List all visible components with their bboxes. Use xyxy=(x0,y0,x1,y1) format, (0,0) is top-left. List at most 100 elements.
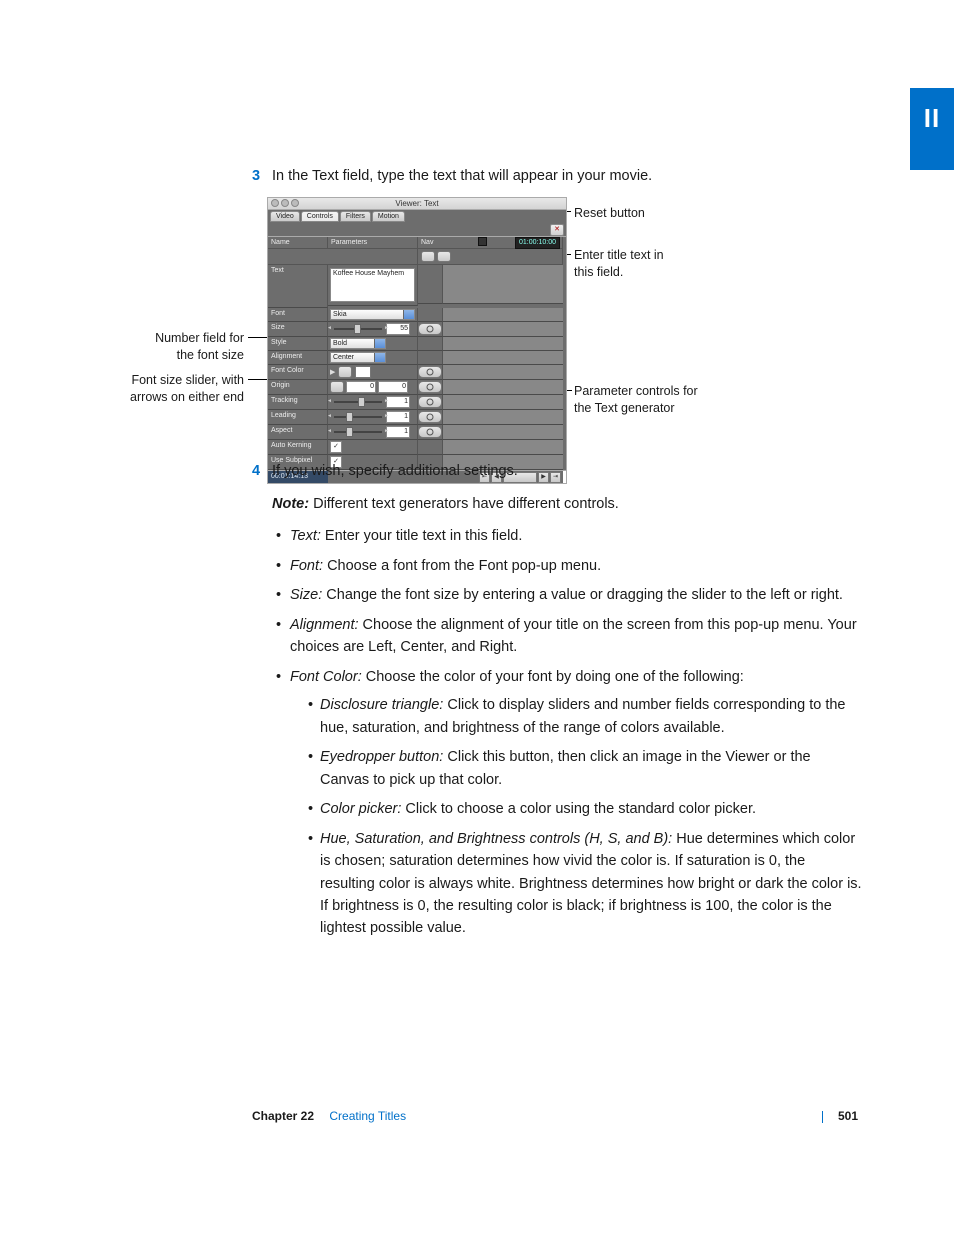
size-slider[interactable] xyxy=(334,328,382,330)
nav-fontcolor xyxy=(443,365,563,380)
nav-origin xyxy=(443,380,563,395)
step-4-number: 4 xyxy=(252,460,260,482)
sub-hsb: Hue, Saturation, and Brightness controls… xyxy=(320,828,862,940)
sub-bullet-list: Disclosure triangle: Click to display sl… xyxy=(304,694,862,940)
kf-tracking xyxy=(418,395,443,410)
callout-text: Enter title text in xyxy=(574,248,664,262)
value-aspect: 1 xyxy=(328,425,418,440)
keyframe-button[interactable] xyxy=(418,366,442,378)
callout-param-controls: Parameter controls for the Text generato… xyxy=(574,383,698,416)
color-controls: ▶ xyxy=(330,366,371,378)
page-footer: Chapter 22 Creating Titles 501 xyxy=(252,1109,858,1123)
term: Font Color: xyxy=(290,669,362,685)
step-4-body: Note: Different text generators have dif… xyxy=(252,493,862,940)
term: Color picker: xyxy=(320,801,401,817)
value-size: 55 xyxy=(328,322,418,337)
color-swatch[interactable] xyxy=(355,366,371,378)
point-control-icon[interactable] xyxy=(330,381,344,393)
note-label: Note: xyxy=(272,496,309,512)
tab-motion[interactable]: Motion xyxy=(372,211,405,222)
nav-alignment xyxy=(443,351,563,365)
kf-size xyxy=(418,322,443,337)
callout-text: arrows on either end xyxy=(130,390,244,404)
keyframe-button[interactable] xyxy=(418,411,442,423)
header-name: Name xyxy=(268,237,328,249)
callout-number-field: Number field for the font size xyxy=(69,330,244,363)
nav-label: Nav xyxy=(421,239,433,246)
note: Note: Different text generators have dif… xyxy=(272,493,862,515)
label-fontcolor: Font Color xyxy=(268,365,328,380)
bullet-font: Font: Choose a font from the Font pop-up… xyxy=(288,555,862,577)
bullet-alignment: Alignment: Choose the alignment of your … xyxy=(288,614,862,659)
tab-filters[interactable]: Filters xyxy=(340,211,371,222)
value-style: Bold xyxy=(328,337,418,351)
kf-style xyxy=(418,337,443,351)
step-3-text: In the Text field, type the text that wi… xyxy=(272,168,652,184)
tab-controls[interactable]: Controls xyxy=(301,211,339,222)
reset-button[interactable]: ✕ xyxy=(550,224,564,236)
viewer-window: Viewer: Text Video Controls Filters Moti… xyxy=(267,197,567,484)
desc: Enter your title text in this field. xyxy=(321,528,522,544)
keyframe-button[interactable] xyxy=(418,323,442,335)
tab-video[interactable]: Video xyxy=(270,211,300,222)
desc: Choose the color of your font by doing o… xyxy=(362,669,744,685)
disclosure-triangle-icon[interactable]: ▶ xyxy=(330,368,335,376)
callout-slider: Font size slider, with arrows on either … xyxy=(69,372,244,405)
kf-autokerning xyxy=(418,440,443,455)
kf-alignment xyxy=(418,351,443,365)
nav-timecode: 01:00:10:00 xyxy=(515,237,560,249)
kf-font xyxy=(418,308,443,322)
label-text: Text xyxy=(268,265,328,308)
sub-eyedropper: Eyedropper button: Click this button, th… xyxy=(320,746,862,791)
playhead-icon[interactable] xyxy=(478,237,487,246)
header-nav: Nav 01:00:10:00 xyxy=(418,237,563,249)
eyedropper-button[interactable] xyxy=(338,366,352,378)
nav-buttons[interactable] xyxy=(421,251,553,262)
size-number-field[interactable]: 55 xyxy=(386,323,410,335)
traffic-lights[interactable] xyxy=(271,199,299,207)
sub-disclosure: Disclosure triangle: Click to display sl… xyxy=(320,694,862,739)
callout-enter-title: Enter title text in this field. xyxy=(574,247,664,280)
label-autokerning: Auto Kerning xyxy=(268,440,328,455)
part-tab: II xyxy=(910,88,954,170)
kf-leading xyxy=(418,410,443,425)
chapter-title: Creating Titles xyxy=(329,1109,406,1123)
origin-y-field[interactable]: 0 xyxy=(378,381,408,393)
nav-text xyxy=(443,265,563,304)
page-content: 3 In the Text field, type the text that … xyxy=(252,165,862,947)
font-popup[interactable]: Skia xyxy=(330,309,415,320)
style-popup[interactable]: Bold xyxy=(330,338,386,349)
callout-text: this field. xyxy=(574,265,623,279)
kf-origin xyxy=(418,380,443,395)
desc: Choose a font from the Font pop-up menu. xyxy=(323,558,601,574)
autokerning-checkbox[interactable]: ✓ xyxy=(330,441,342,453)
aspect-field[interactable]: 1 xyxy=(386,426,410,438)
keyframe-button[interactable] xyxy=(418,426,442,438)
leading-field[interactable]: 1 xyxy=(386,411,410,423)
value-fontcolor: ▶ xyxy=(328,365,418,380)
value-tracking: 1 xyxy=(328,395,418,410)
leading-slider[interactable] xyxy=(334,416,382,418)
aspect-slider[interactable] xyxy=(334,431,382,433)
text-input[interactable]: Koffee House Mayhem xyxy=(330,268,415,302)
reset-row: ✕ xyxy=(267,223,567,236)
nav-size xyxy=(443,322,563,337)
nav-leading xyxy=(443,410,563,425)
term: Hue, Saturation, and Brightness controls… xyxy=(320,831,672,847)
kf-text xyxy=(418,265,443,304)
footer-right: 501 xyxy=(810,1109,858,1123)
callout-text: the Text generator xyxy=(574,401,675,415)
desc: Change the font size by entering a value… xyxy=(322,587,843,603)
sub-colorpicker: Color picker: Click to choose a color us… xyxy=(320,798,862,820)
keyframe-button[interactable] xyxy=(418,381,442,393)
keyframe-button[interactable] xyxy=(418,396,442,408)
nav-aspect xyxy=(443,425,563,440)
nav-tracking xyxy=(443,395,563,410)
tracking-field[interactable]: 1 xyxy=(386,396,410,408)
label-style: Style xyxy=(268,337,328,351)
alignment-popup[interactable]: Center xyxy=(330,352,386,363)
origin-x-field[interactable]: 0 xyxy=(346,381,376,393)
nav-style xyxy=(443,337,563,351)
value-leading: 1 xyxy=(328,410,418,425)
tracking-slider[interactable] xyxy=(334,401,382,403)
